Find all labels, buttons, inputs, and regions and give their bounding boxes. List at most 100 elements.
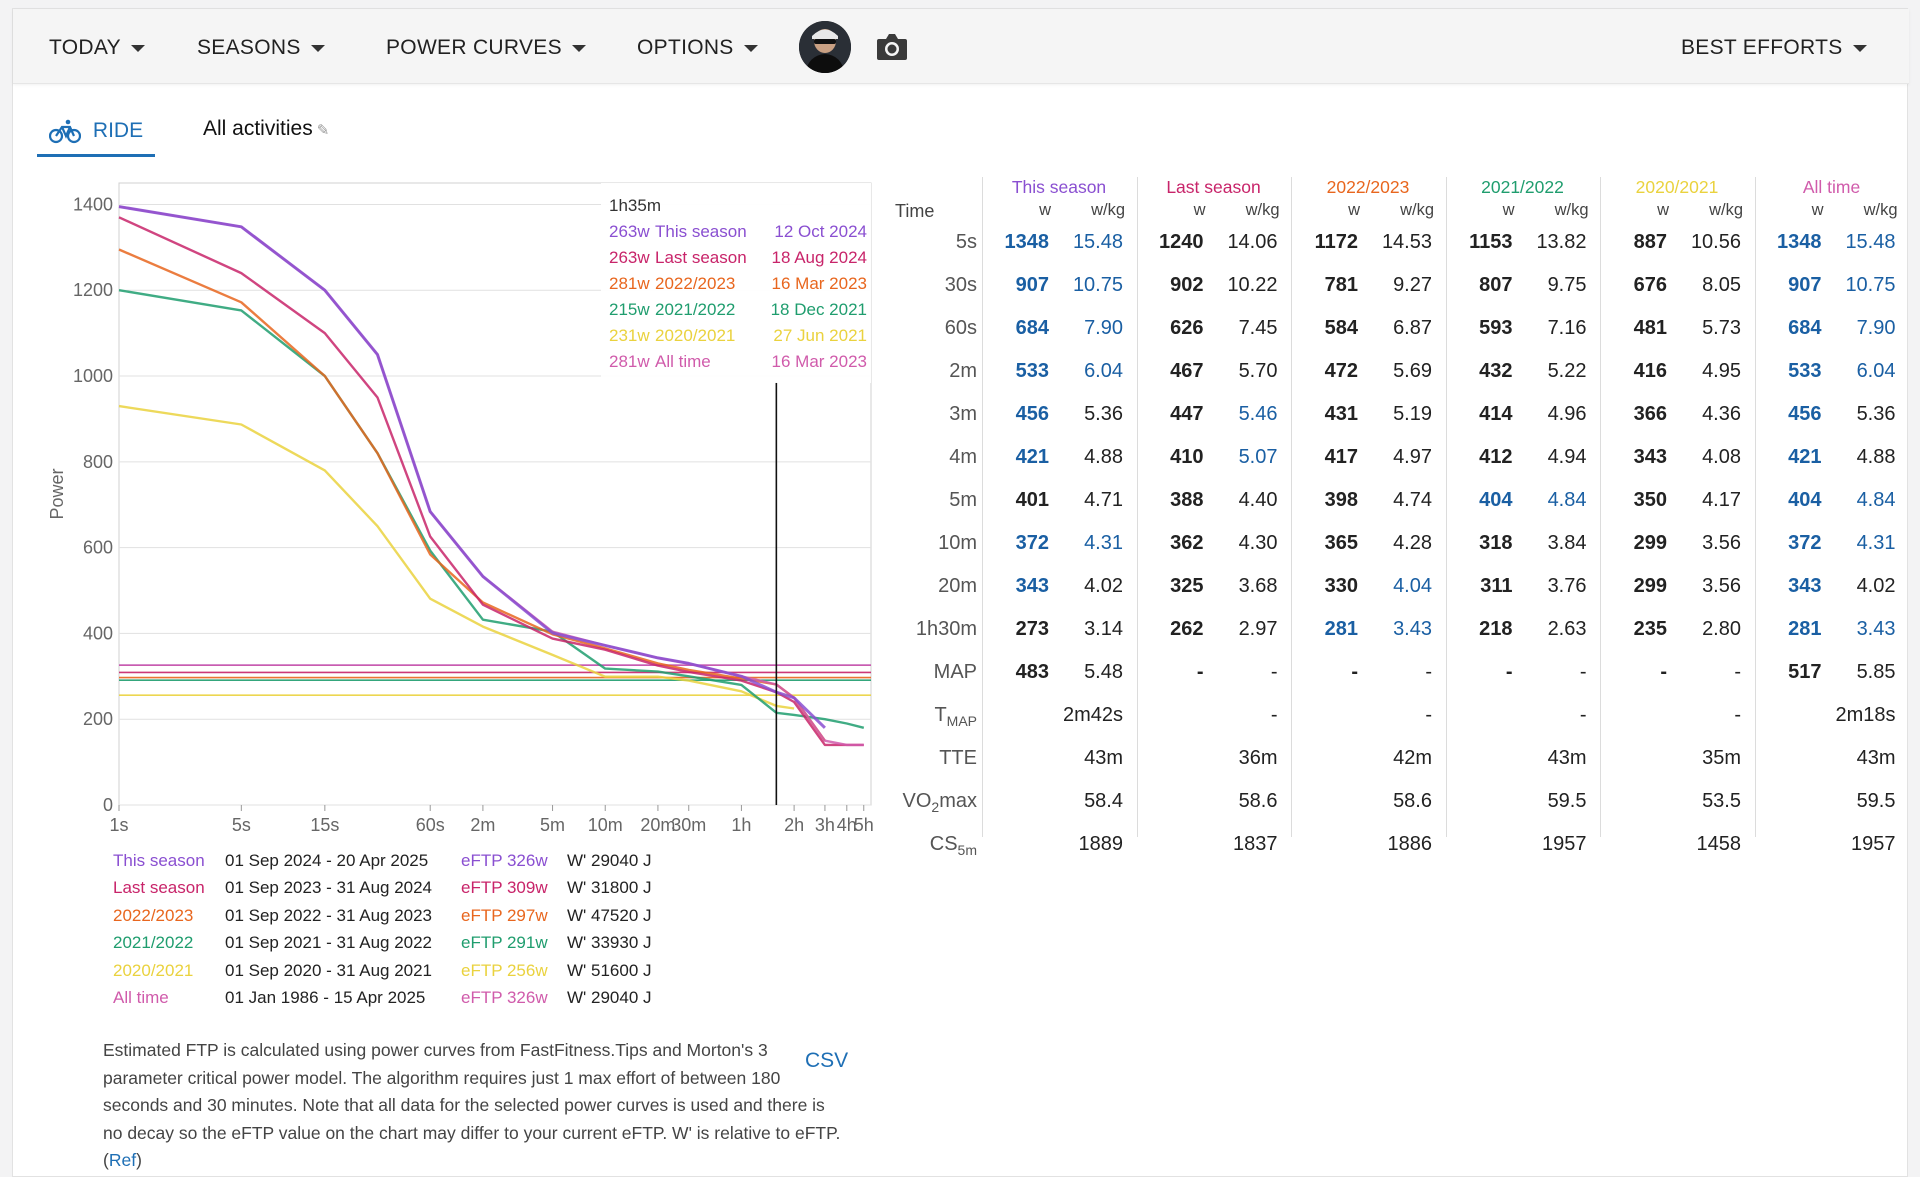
- season-column-header: 2022/2023: [1326, 177, 1410, 197]
- wkg-cell: 7.16: [1547, 317, 1587, 339]
- tab-all-activities-label: All activities: [203, 117, 313, 140]
- row-label: 4m: [949, 446, 977, 468]
- watts-cell: 343: [1015, 575, 1049, 597]
- menu-seasons[interactable]: SEASONS: [197, 33, 325, 63]
- wkg-cell: 4.40: [1238, 489, 1278, 511]
- watts-cell: 388: [1170, 489, 1204, 511]
- summary-cell: 1458: [1696, 833, 1742, 855]
- avatar[interactable]: [799, 21, 851, 73]
- watts-cell: 907: [1788, 274, 1822, 296]
- row-label-main: CS: [929, 833, 958, 855]
- legend-w-prime: W' 31800 J: [567, 878, 652, 898]
- tab-ride[interactable]: RIDE: [37, 107, 155, 157]
- row-label: CS5m: [885, 833, 977, 858]
- wkg-cell: 7.90: [1856, 317, 1896, 339]
- watts-cell: 281: [1788, 618, 1822, 640]
- watts-cell: 273: [1015, 618, 1049, 640]
- tab-all-activities[interactable]: All activities ✎: [203, 117, 329, 141]
- watts-cell: 325: [1170, 575, 1204, 597]
- legend-row[interactable]: Last season 01 Sep 2023 - 31 Aug 2024 eFTP…: [113, 875, 652, 903]
- wkg-cell: 4.28: [1393, 532, 1432, 554]
- watts-cell: 456: [1015, 403, 1049, 425]
- legend-date-range: 01 Sep 2021 - 31 Aug 2022: [225, 933, 433, 953]
- row-label: 30s: [944, 274, 977, 296]
- legend-eftp: eFTP 326w: [461, 850, 548, 870]
- season-column-header: Last season: [1166, 177, 1261, 197]
- legend-date-range: 01 Sep 2023 - 31 Aug 2024: [225, 878, 433, 898]
- column-separator: [1754, 177, 1756, 837]
- watts-cell: 456: [1788, 403, 1822, 425]
- tab-ride-label: RIDE: [92, 118, 144, 142]
- legend-date-range: 01 Jan 1986 - 15 Apr 2025: [225, 988, 426, 1008]
- summary-cell: 59.5: [1547, 790, 1587, 812]
- legend-series-name: 2022/2023: [113, 905, 194, 925]
- wkg-cell: 4.84: [1856, 489, 1896, 511]
- wkg-cell: 10.22: [1227, 274, 1278, 296]
- tooltip-watts: 231w: [609, 326, 650, 345]
- menu-power-curves[interactable]: POWER CURVES: [386, 33, 586, 63]
- column-separator: [1291, 177, 1292, 837]
- watts-cell: 472: [1324, 360, 1358, 382]
- legend-row[interactable]: 2022/2023 01 Sep 2022 - 31 Aug 2023 eFTP 2…: [113, 902, 652, 930]
- watts-cell: 262: [1170, 618, 1204, 640]
- legend-w-prime: W' 33930 J: [567, 933, 652, 953]
- camera-icon[interactable]: [875, 32, 909, 62]
- legend-row[interactable]: All time 01 Jan 1986 - 15 Apr 2025 eFTP 32…: [113, 985, 652, 1013]
- menu-best-efforts-label: BEST EFFORTS: [1681, 36, 1843, 59]
- wkg-cell: 4.97: [1393, 446, 1432, 468]
- wkg-cell: 9.75: [1547, 274, 1587, 296]
- tooltip-date: 18 Dec 2021: [771, 300, 867, 319]
- watts-cell: 1172: [1314, 231, 1358, 253]
- legend-row[interactable]: This season 01 Sep 2024 - 20 Apr 2025 eFTP…: [113, 847, 652, 875]
- tooltip-watts: 263w: [609, 248, 650, 267]
- season-column-header: All time: [1802, 177, 1861, 197]
- legend-row[interactable]: 2021/2022 01 Sep 2021 - 31 Aug 2022 eFTP 2…: [113, 930, 652, 958]
- legend-series-name: This season: [113, 850, 205, 870]
- series-line: [118, 205, 826, 729]
- wkg-cell: 5.48: [1084, 661, 1123, 683]
- watts-cell: 235: [1633, 618, 1667, 640]
- wkg-cell: -: [1579, 661, 1587, 683]
- legend-date-range: 01 Sep 2024 - 20 Apr 2025: [225, 850, 429, 870]
- watts-cell: 1153: [1469, 231, 1513, 253]
- legend-eftp: eFTP 291w: [461, 933, 548, 953]
- summary-cell: 1886: [1387, 833, 1433, 855]
- legend-eftp: eFTP 309w: [461, 878, 548, 898]
- watts-cell: -: [1351, 661, 1358, 683]
- menu-best-efforts[interactable]: BEST EFFORTS: [1681, 33, 1867, 63]
- season-column-header: This season: [1011, 177, 1107, 197]
- row-label: TTE: [885, 747, 977, 770]
- pencil-icon[interactable]: ✎: [316, 122, 330, 139]
- ref-link[interactable]: Ref: [108, 1150, 137, 1170]
- wkg-cell: -: [1270, 661, 1278, 683]
- tooltip-watts: 281w: [609, 274, 650, 293]
- bicycle-icon: [48, 119, 81, 143]
- wkg-cell: 10.56: [1690, 231, 1741, 253]
- row-label-subscript: MAP: [946, 713, 977, 729]
- wkg-cell: 4.08: [1702, 446, 1741, 468]
- menu-options[interactable]: OPTIONS: [637, 33, 758, 63]
- power-curve-chart[interactable]: 0 200 400 600 800 1000 1200 1400 1s 5s 15s 60s 2m 5m 1…: [33, 169, 873, 839]
- chevron-down-icon: [1852, 44, 1867, 52]
- row-label-suffix: max: [939, 790, 977, 812]
- wkg-cell: 14.06: [1227, 231, 1278, 253]
- x-tick-label: 10m: [588, 815, 623, 835]
- y-axis-label: Power: [47, 468, 67, 519]
- csv-button[interactable]: CSV: [805, 1049, 849, 1072]
- wkg-cell: 5.36: [1856, 403, 1896, 425]
- row-label: 20m: [938, 575, 977, 597]
- watts-subheader: w: [1657, 201, 1669, 219]
- watts-subheader: w: [1348, 201, 1360, 219]
- watts-cell: 481: [1633, 317, 1667, 339]
- watts-cell: 676: [1633, 274, 1667, 296]
- y-tick-label: 1400: [73, 194, 113, 214]
- menu-today[interactable]: TODAY: [49, 33, 145, 63]
- wkg-cell: 4.17: [1702, 489, 1741, 511]
- menu-today-label: TODAY: [49, 36, 121, 59]
- watts-cell: 343: [1788, 575, 1822, 597]
- watts-cell: 626: [1170, 317, 1204, 339]
- tooltip-date: 16 Mar 2023: [772, 352, 867, 371]
- legend-row[interactable]: 2020/2021 01 Sep 2020 - 31 Aug 2021 eFTP 2…: [113, 957, 652, 985]
- chevron-down-icon: [571, 44, 586, 52]
- row-label: 10m: [938, 532, 977, 554]
